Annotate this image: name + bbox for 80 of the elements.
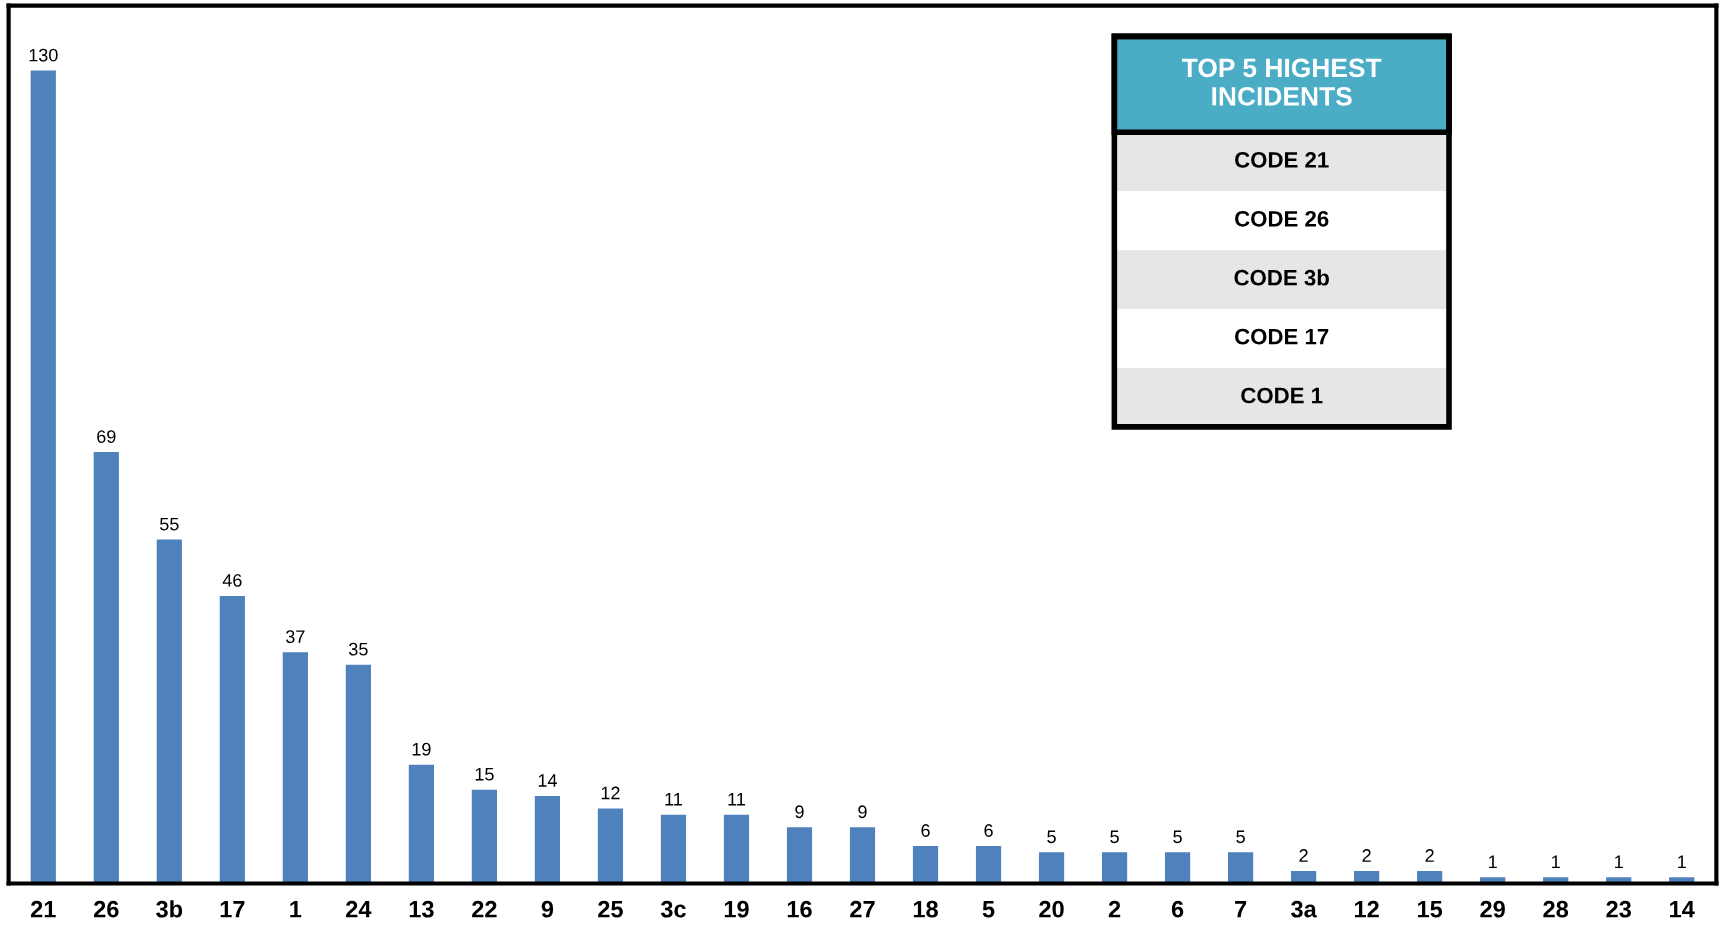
bar [660,814,687,884]
bar [93,452,119,884]
data-label: 2 [1362,849,1371,862]
data-label: 130 [29,48,58,62]
bar [1228,852,1254,884]
data-label: 69 [97,430,116,443]
bar [345,664,371,884]
data-label: 15 [475,768,494,781]
x-tick-label: 2 [1108,900,1121,918]
data-label: 37 [286,630,305,644]
bar [786,827,813,884]
data-label: 5 [1236,830,1245,844]
bar [912,846,939,884]
x-tick-label: 17 [220,901,245,918]
x-tick-label: 5 [982,901,995,918]
bar [282,652,308,884]
x-tick-label: 24 [346,900,372,918]
x-tick-label: 9 [541,900,554,918]
data-label: 2 [1299,849,1308,862]
x-tick-label: 3a [1291,900,1317,918]
x-tick-label: 29 [1480,900,1505,918]
data-label: 5 [1110,830,1119,844]
bar [30,70,56,884]
bar [1101,852,1128,884]
bar [723,814,750,884]
bar [471,789,497,884]
data-label: 9 [858,805,867,819]
x-tick-label: 1 [290,901,302,918]
x-tick-label: 3b [156,900,183,918]
annotation: CODE 26 [1235,210,1329,227]
x-tick-label: 3c [660,900,686,918]
x-tick-label: 21 [30,900,56,918]
x-tick-label: 28 [1543,900,1569,918]
bar [219,595,245,884]
data-label: 5 [1047,830,1056,844]
bar [849,827,876,884]
data-label: 19 [412,742,431,756]
annotation: CODE 3b [1234,269,1329,286]
x-tick-label: 22 [472,900,497,918]
x-tick-label: 15 [1418,901,1443,918]
data-label: 11 [728,793,745,806]
bar [975,846,1002,884]
x-tick-label: 6 [1171,900,1184,918]
data-label: 1 [1552,855,1560,868]
bar [1038,852,1065,884]
data-label: 1 [1678,855,1686,868]
x-tick-label: 13 [409,900,434,918]
bar [597,808,624,884]
data-label: 12 [601,786,620,800]
x-tick-label: 16 [787,900,812,918]
x-tick-label: 25 [598,900,623,918]
data-label: 6 [984,824,993,837]
x-tick-label: 18 [913,900,938,918]
annotation: TOP 5 HIGHEST INCIDENTS [1181,58,1382,106]
data-label: 1 [1489,855,1497,868]
data-label: 11 [665,793,682,806]
data-label: 55 [160,517,179,531]
x-tick-label: 23 [1606,900,1631,918]
data-label: 35 [349,642,368,656]
data-label: 5 [1173,830,1182,844]
data-label: 9 [795,805,804,819]
x-tick-label: 20 [1039,900,1064,918]
x-tick-label: 19 [724,900,749,918]
bar [156,539,182,884]
annotation: CODE 21 [1235,152,1329,168]
annotation: CODE 1 [1241,387,1323,404]
data-label: 1 [1615,855,1623,868]
data-label: 6 [921,824,930,837]
x-tick-label: 14 [1670,901,1695,918]
bar [408,764,434,884]
bar [1164,852,1191,884]
annotation: CODE 17 [1235,328,1329,345]
x-tick-label: 26 [93,900,119,918]
x-tick-label: 27 [850,900,875,918]
data-label: 46 [222,573,242,587]
bar [534,795,561,884]
x-tick-label: 7 [1235,901,1247,918]
x-tick-label: 12 [1354,900,1379,918]
data-label: 2 [1425,849,1434,862]
data-label: 14 [538,774,557,787]
